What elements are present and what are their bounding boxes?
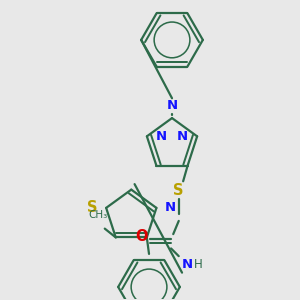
Text: N: N [182, 258, 193, 272]
Text: O: O [135, 229, 148, 244]
Text: N: N [167, 100, 178, 112]
Text: N: N [156, 130, 167, 143]
Text: CH₃: CH₃ [88, 210, 108, 220]
Text: S: S [173, 183, 184, 198]
Text: N: N [165, 201, 176, 214]
Text: N: N [177, 130, 188, 143]
Text: H: H [194, 258, 203, 272]
Text: S: S [87, 200, 98, 215]
